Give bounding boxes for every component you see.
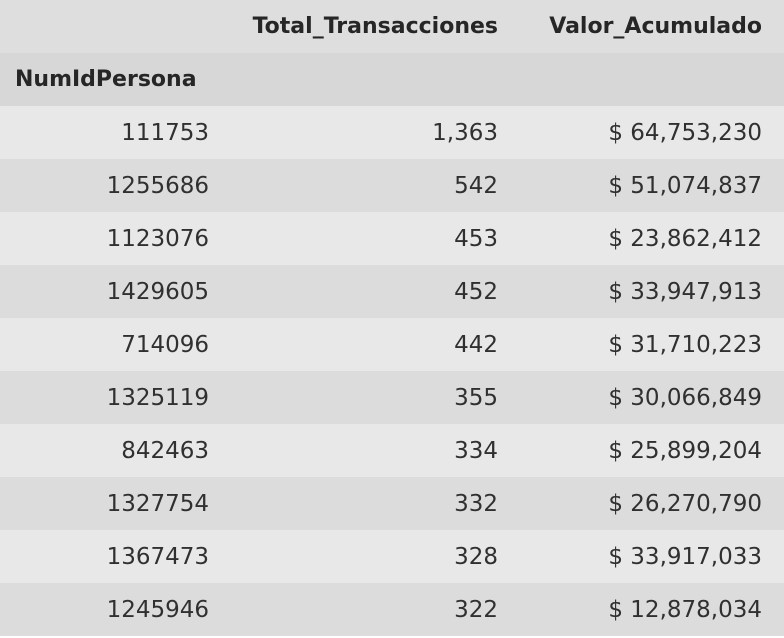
- index-header-row: NumIdPersona: [0, 53, 784, 106]
- table-row: 1429605 452 $ 33,947,913: [0, 265, 784, 318]
- table-row: 111753 1,363 $ 64,753,230: [0, 106, 784, 159]
- row-id: 1429605: [106, 278, 209, 305]
- row-valor-acumulado: $ 33,947,913: [608, 278, 762, 305]
- row-id: 1245946: [106, 596, 209, 623]
- table-row: 1245946 322 $ 12,878,034: [0, 583, 784, 636]
- row-total-transacciones: 355: [454, 384, 498, 411]
- header-total-transacciones: Total_Transacciones: [252, 14, 498, 39]
- row-valor-acumulado: $ 23,862,412: [608, 225, 762, 252]
- row-id: 1325119: [106, 384, 209, 411]
- row-total-transacciones: 452: [454, 278, 498, 305]
- header-valor-acumulado: Valor_Acumulado: [549, 14, 762, 39]
- row-valor-acumulado: $ 30,066,849: [608, 384, 762, 411]
- row-valor-acumulado: $ 33,917,033: [608, 543, 762, 570]
- row-id: 1123076: [106, 225, 209, 252]
- row-total-transacciones: 542: [454, 172, 498, 199]
- row-total-transacciones: 322: [454, 596, 498, 623]
- row-id: 1327754: [106, 490, 209, 517]
- table-row: 714096 442 $ 31,710,223: [0, 318, 784, 371]
- index-name-label: NumIdPersona: [15, 67, 197, 92]
- row-id: 1367473: [106, 543, 209, 570]
- row-valor-acumulado: $ 26,270,790: [608, 490, 762, 517]
- row-valor-acumulado: $ 51,074,837: [608, 172, 762, 199]
- table-row: 842463 334 $ 25,899,204: [0, 424, 784, 477]
- table-row: 1367473 328 $ 33,917,033: [0, 530, 784, 583]
- row-total-transacciones: 328: [454, 543, 498, 570]
- row-total-transacciones: 1,363: [432, 119, 498, 146]
- row-id: 111753: [121, 119, 209, 146]
- row-total-transacciones: 332: [454, 490, 498, 517]
- row-valor-acumulado: $ 25,899,204: [608, 437, 762, 464]
- row-total-transacciones: 442: [454, 331, 498, 358]
- row-id: 1255686: [106, 172, 209, 199]
- table-row: 1327754 332 $ 26,270,790: [0, 477, 784, 530]
- table-row: 1255686 542 $ 51,074,837: [0, 159, 784, 212]
- row-valor-acumulado: $ 64,753,230: [608, 119, 762, 146]
- row-valor-acumulado: $ 12,878,034: [608, 596, 762, 623]
- table-row: 1123076 453 $ 23,862,412: [0, 212, 784, 265]
- row-id: 714096: [121, 331, 209, 358]
- row-valor-acumulado: $ 31,710,223: [608, 331, 762, 358]
- row-total-transacciones: 453: [454, 225, 498, 252]
- table-row: 1325119 355 $ 30,066,849: [0, 371, 784, 424]
- row-id: 842463: [121, 437, 209, 464]
- column-header-row: Total_Transacciones Valor_Acumulado: [0, 0, 784, 53]
- row-total-transacciones: 334: [454, 437, 498, 464]
